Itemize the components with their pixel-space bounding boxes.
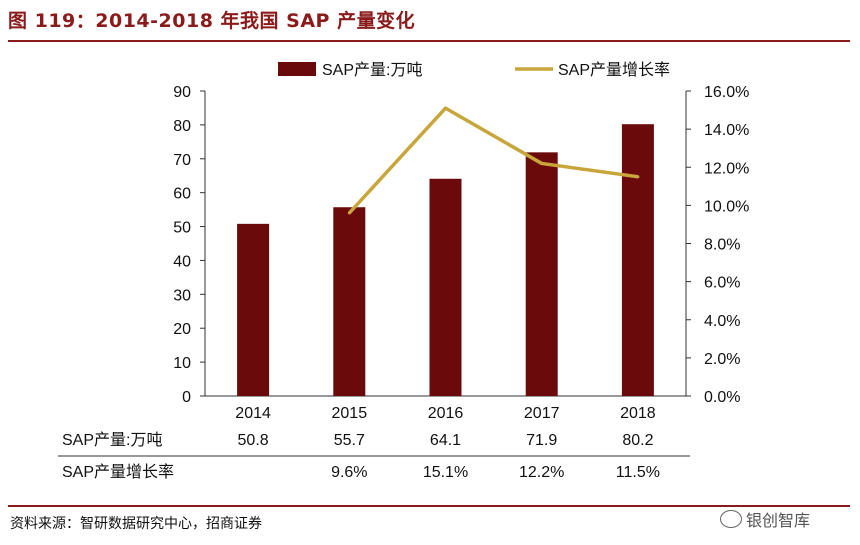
y-right-tick-label: 6.0% [704,275,740,292]
chart-title: 图 119：2014-2018 年我国 SAP 产量变化 [8,10,416,32]
table-row-label-growth: SAP产量增长率 [62,463,174,481]
bar-2015 [333,207,366,396]
table-cell-production: 64.1 [430,432,461,449]
y-left-tick-label: 40 [173,253,191,270]
y-right-tick-label: 14.0% [704,122,749,139]
table-cell-production: 80.2 [622,432,653,449]
x-tick-label: 2015 [332,405,368,422]
footer-rule [8,505,850,507]
y-right-tick-label: 0.0% [704,389,740,406]
bar-2017 [525,152,558,396]
x-tick-label: 2016 [428,405,464,422]
x-tick-label: 2017 [524,405,560,422]
source-note: 资料来源：智研数据研究中心，招商证券 [10,516,262,532]
watermark: 银创智库 [720,507,810,531]
wechat-icon [720,510,742,528]
table-cell-growth: 9.6% [331,464,367,481]
y-left-tick-label: 0 [182,389,191,406]
table-cell-production: 55.7 [334,432,365,449]
y-right-tick-label: 12.0% [704,160,749,177]
y-left-tick-label: 50 [173,220,191,237]
bar-2018 [621,124,654,396]
y-right-tick-label: 8.0% [704,237,740,254]
legend-label-bar: SAP产量:万吨 [322,61,422,79]
table-cell-growth: 11.5% [616,464,660,481]
x-tick-label: 2014 [235,405,271,422]
legend-label-line: SAP产量增长率 [558,61,670,79]
x-tick-label: 2018 [620,405,656,422]
table-cell-growth: 15.1% [423,464,468,481]
y-left-tick-label: 30 [173,287,191,304]
growth-line [348,106,639,215]
table-cell-production: 71.9 [526,432,557,449]
y-right-tick-label: 16.0% [704,84,749,101]
growth-point-2015 [347,211,351,215]
table-row-label-production: SAP产量:万吨 [62,431,162,449]
chart-svg: 0 10 20 30 40 50 60 70 80 90 0.0% 2.0% 4.0% 6.0% 8.0% 1… [58,61,749,481]
growth-point-2016 [444,106,447,110]
watermark-text: 银创智库 [746,511,811,530]
bar-2016 [429,178,462,396]
y-right-tick-label: 2.0% [704,351,740,368]
y-left-tick-label: 20 [173,321,191,338]
table-cell-production: 50.8 [238,432,269,449]
y-left-tick-label: 70 [173,152,191,169]
y-left-tick-label: 10 [173,355,191,372]
growth-point-2018 [636,175,640,179]
y-left-tick-label: 80 [173,118,191,135]
legend-swatch-bar [278,62,316,76]
table-cell-growth: 12.2% [519,464,564,481]
y-right-tick-label: 10.0% [704,198,749,215]
title-rule [8,40,850,42]
y-left-tick-label: 60 [173,186,191,203]
y-right-tick-label: 4.0% [704,313,740,330]
y-left-tick-label: 90 [173,84,191,101]
growth-point-2017 [540,161,544,165]
bar-2014 [237,223,270,396]
